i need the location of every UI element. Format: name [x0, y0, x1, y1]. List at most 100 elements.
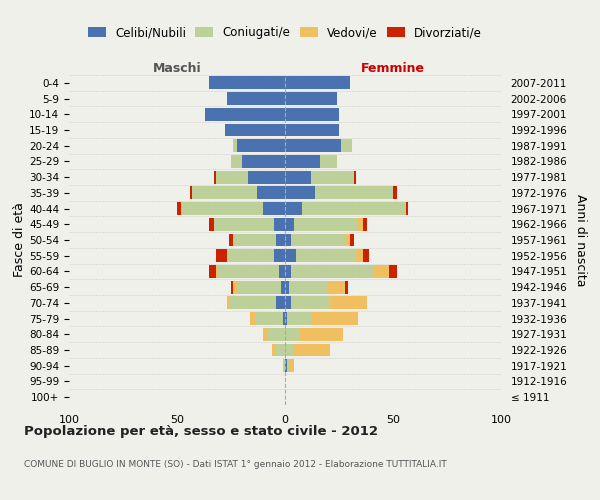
- Bar: [278, 265, 285, 278]
- Bar: [300, 328, 343, 340]
- Bar: [233, 140, 238, 152]
- Bar: [350, 234, 354, 246]
- Bar: [277, 344, 285, 356]
- Bar: [227, 296, 229, 310]
- Text: Femmine: Femmine: [361, 62, 425, 75]
- Bar: [248, 170, 285, 183]
- Bar: [292, 265, 374, 278]
- Bar: [302, 202, 406, 215]
- Bar: [331, 296, 367, 310]
- Bar: [311, 170, 354, 183]
- Bar: [285, 312, 287, 325]
- Bar: [285, 202, 302, 215]
- Bar: [277, 234, 285, 246]
- Bar: [285, 328, 300, 340]
- Bar: [238, 140, 285, 152]
- Bar: [374, 265, 389, 278]
- Bar: [181, 202, 263, 215]
- Bar: [285, 108, 339, 120]
- Bar: [285, 186, 315, 200]
- Bar: [274, 218, 285, 230]
- Bar: [363, 218, 367, 230]
- Bar: [283, 360, 285, 372]
- Bar: [224, 124, 285, 136]
- Bar: [218, 265, 278, 278]
- Bar: [285, 250, 296, 262]
- Bar: [293, 218, 358, 230]
- Bar: [296, 250, 356, 262]
- Bar: [285, 265, 292, 278]
- Bar: [268, 328, 285, 340]
- Bar: [250, 312, 255, 325]
- Bar: [285, 92, 337, 105]
- Bar: [209, 76, 285, 90]
- Bar: [272, 344, 277, 356]
- Bar: [214, 170, 216, 183]
- Bar: [229, 296, 277, 310]
- Legend: Celibi/Nubili, Coniugati/e, Vedovi/e, Divorziati/e: Celibi/Nubili, Coniugati/e, Vedovi/e, Di…: [83, 22, 487, 44]
- Bar: [292, 234, 346, 246]
- Text: Popolazione per età, sesso e stato civile - 2012: Popolazione per età, sesso e stato civil…: [24, 425, 378, 438]
- Bar: [393, 186, 397, 200]
- Bar: [229, 234, 233, 246]
- Bar: [192, 186, 257, 200]
- Bar: [293, 344, 331, 356]
- Bar: [209, 265, 216, 278]
- Bar: [363, 250, 369, 262]
- Bar: [233, 280, 238, 293]
- Bar: [289, 360, 293, 372]
- Bar: [238, 280, 281, 293]
- Bar: [277, 296, 285, 310]
- Bar: [285, 296, 292, 310]
- Bar: [285, 344, 293, 356]
- Bar: [292, 296, 331, 310]
- Bar: [231, 280, 233, 293]
- Bar: [285, 76, 350, 90]
- Y-axis label: Anni di nascita: Anni di nascita: [574, 194, 587, 286]
- Text: Maschi: Maschi: [152, 62, 202, 75]
- Bar: [205, 108, 285, 120]
- Bar: [257, 186, 285, 200]
- Bar: [287, 312, 311, 325]
- Bar: [281, 280, 285, 293]
- Bar: [283, 312, 285, 325]
- Bar: [346, 234, 350, 246]
- Bar: [285, 124, 339, 136]
- Bar: [214, 218, 274, 230]
- Bar: [285, 170, 311, 183]
- Bar: [216, 170, 248, 183]
- Bar: [389, 265, 397, 278]
- Bar: [263, 202, 285, 215]
- Bar: [209, 218, 214, 230]
- Bar: [190, 186, 192, 200]
- Bar: [216, 250, 227, 262]
- Bar: [285, 360, 287, 372]
- Bar: [287, 360, 289, 372]
- Bar: [216, 265, 218, 278]
- Bar: [285, 140, 341, 152]
- Y-axis label: Fasce di età: Fasce di età: [13, 202, 26, 278]
- Bar: [227, 250, 274, 262]
- Bar: [311, 312, 358, 325]
- Bar: [406, 202, 408, 215]
- Bar: [341, 140, 352, 152]
- Bar: [274, 250, 285, 262]
- Bar: [285, 155, 320, 168]
- Bar: [233, 234, 277, 246]
- Bar: [177, 202, 181, 215]
- Bar: [255, 312, 283, 325]
- Bar: [320, 155, 337, 168]
- Bar: [356, 250, 363, 262]
- Bar: [315, 186, 393, 200]
- Text: COMUNE DI BUGLIO IN MONTE (SO) - Dati ISTAT 1° gennaio 2012 - Elaborazione TUTTI: COMUNE DI BUGLIO IN MONTE (SO) - Dati IS…: [24, 460, 447, 469]
- Bar: [285, 280, 289, 293]
- Bar: [328, 280, 346, 293]
- Bar: [242, 155, 285, 168]
- Bar: [358, 218, 363, 230]
- Bar: [285, 234, 292, 246]
- Bar: [346, 280, 347, 293]
- Bar: [354, 170, 356, 183]
- Bar: [227, 92, 285, 105]
- Bar: [289, 280, 328, 293]
- Bar: [231, 155, 242, 168]
